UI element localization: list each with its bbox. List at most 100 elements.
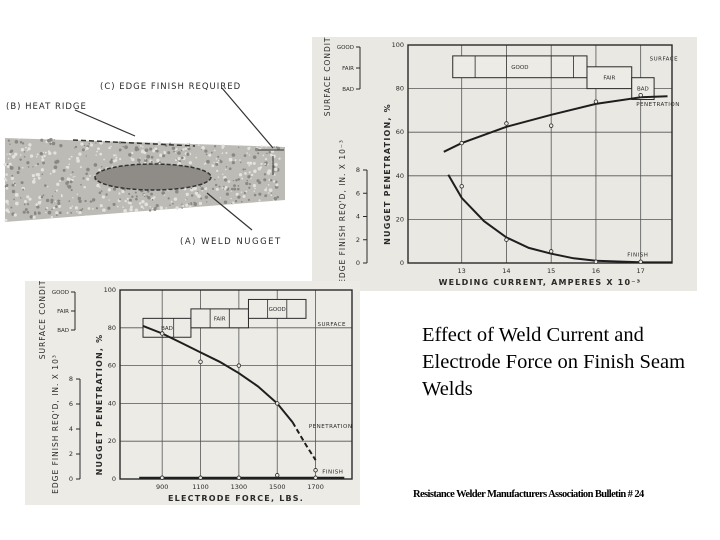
speckle: [19, 197, 22, 199]
speckle: [95, 154, 97, 156]
speckle: [85, 155, 87, 157]
speckle: [171, 146, 176, 150]
speckle: [5, 173, 8, 176]
speckle: [242, 168, 245, 171]
speckle: [43, 154, 46, 158]
speckle: [89, 200, 93, 203]
speckle: [245, 190, 248, 193]
speckle: [11, 155, 16, 159]
speckle: [193, 202, 198, 206]
speckle: [71, 205, 73, 207]
data-point-finish: [313, 468, 318, 473]
speckle: [33, 211, 37, 214]
speckle: [228, 157, 233, 162]
speckle: [39, 195, 42, 198]
speckle: [143, 193, 146, 196]
y-tick-label: 40: [108, 399, 116, 407]
data-point-penetration: [159, 331, 165, 336]
speckle: [83, 185, 87, 189]
speckle: [237, 195, 241, 199]
speckle: [190, 187, 193, 190]
edge-finish-arrow: [221, 87, 274, 149]
y-tick-label: 0: [112, 475, 116, 483]
speckle: [23, 155, 26, 158]
label-weld-nugget: (A) WELD NUGGET: [180, 237, 282, 247]
speckle: [86, 177, 89, 180]
speckle: [247, 175, 251, 179]
speckle: [45, 198, 50, 203]
speckle: [47, 138, 52, 143]
x-tick-label: 1700: [307, 483, 324, 491]
speckle: [118, 192, 121, 195]
speckle: [119, 198, 122, 201]
speckle: [268, 178, 271, 181]
speckle: [124, 199, 127, 203]
speckle: [223, 178, 228, 182]
speckle: [252, 155, 257, 159]
speckle: [165, 207, 168, 209]
data-point-finish: [275, 473, 280, 478]
speckle: [174, 149, 177, 151]
speckle: [96, 150, 98, 153]
speckle: [76, 210, 78, 213]
surface-condition-label: GOOD: [52, 290, 69, 296]
speckle: [69, 206, 72, 210]
speckle: [204, 149, 208, 153]
speckle: [184, 143, 186, 145]
data-point-finish: [159, 475, 165, 480]
speckle: [53, 139, 55, 141]
speckle: [95, 142, 97, 144]
speckle: [46, 186, 49, 188]
speckle: [44, 151, 47, 154]
speckle: [276, 195, 280, 199]
speckle: [101, 166, 103, 168]
speckle: [135, 195, 138, 198]
speckle: [36, 153, 39, 156]
edge-finish-tick-label: 2: [69, 450, 73, 458]
x-axis-title: WELDING CURRENT, AMPERES X 10⁻³: [439, 278, 642, 287]
speckle: [242, 195, 246, 199]
edge-finish-axis-title: EDGE FINISH REQ'D, IN. X 10³: [51, 354, 60, 494]
speckle: [208, 153, 212, 157]
speckle: [264, 195, 267, 198]
speckle: [11, 174, 14, 177]
speckle: [217, 176, 220, 178]
y-tick-label: 20: [108, 437, 116, 445]
speckle: [206, 201, 208, 203]
speckle: [27, 166, 30, 168]
speckle: [180, 149, 183, 152]
speckle: [98, 168, 101, 172]
speckle: [254, 187, 256, 190]
speckle: [56, 160, 60, 164]
speckle: [5, 179, 8, 182]
edge-finish-tick-label: 8: [69, 375, 73, 383]
speckle: [197, 194, 201, 198]
label-edge-finish: (C) EDGE FINISH REQUIRED: [100, 82, 241, 92]
speckle: [257, 152, 260, 155]
x-axis-title: ELECTRODE FORCE, LBS.: [168, 494, 304, 503]
speckle: [173, 150, 175, 153]
edge-finish-tick-label: 0: [356, 259, 360, 267]
speckle: [258, 192, 262, 196]
speckle: [57, 201, 61, 206]
speckle: [71, 179, 74, 182]
speckle: [96, 147, 100, 151]
data-point-penetration: [504, 121, 509, 126]
speckle: [231, 161, 235, 165]
speckle: [108, 146, 111, 150]
speckle: [131, 158, 135, 162]
speckle: [14, 201, 19, 206]
speckle: [17, 166, 21, 169]
speckle: [49, 172, 52, 175]
speckle: [77, 196, 82, 201]
speckle: [249, 161, 253, 165]
data-point-penetration: [236, 363, 242, 368]
speckle: [19, 140, 23, 144]
data-point-finish: [593, 259, 599, 265]
speckle: [174, 152, 176, 154]
annotation-finish: FINISH: [322, 469, 343, 475]
speckle: [204, 162, 207, 165]
annotation-surface: SURFACE: [317, 322, 346, 328]
annotation-penetration: PENETRATION: [309, 424, 353, 430]
speckle: [248, 154, 251, 156]
